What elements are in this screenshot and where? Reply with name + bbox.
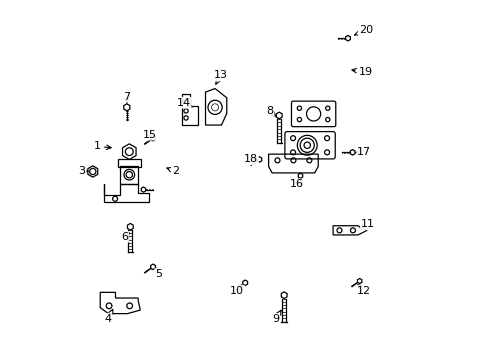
Text: 17: 17 (355, 147, 370, 157)
Text: 1: 1 (94, 141, 111, 151)
Text: 16: 16 (289, 178, 304, 189)
Text: 19: 19 (351, 67, 372, 77)
Text: 3: 3 (79, 166, 88, 176)
Bar (118, 159, 141, 167)
Text: 14: 14 (176, 98, 192, 108)
Text: 10: 10 (229, 284, 243, 296)
Text: 7: 7 (123, 92, 130, 103)
Text: 5: 5 (155, 268, 162, 279)
Text: 4: 4 (104, 309, 113, 324)
Text: 20: 20 (354, 26, 372, 35)
Text: 18: 18 (244, 154, 257, 165)
Text: 13: 13 (213, 71, 227, 84)
Text: 9: 9 (272, 310, 281, 324)
Text: 11: 11 (359, 219, 374, 229)
Text: 12: 12 (357, 284, 370, 296)
Bar (120, 166, 138, 184)
Text: 6: 6 (121, 232, 129, 242)
Text: 8: 8 (266, 106, 275, 116)
Text: 15: 15 (142, 130, 156, 140)
Text: 2: 2 (166, 166, 179, 176)
